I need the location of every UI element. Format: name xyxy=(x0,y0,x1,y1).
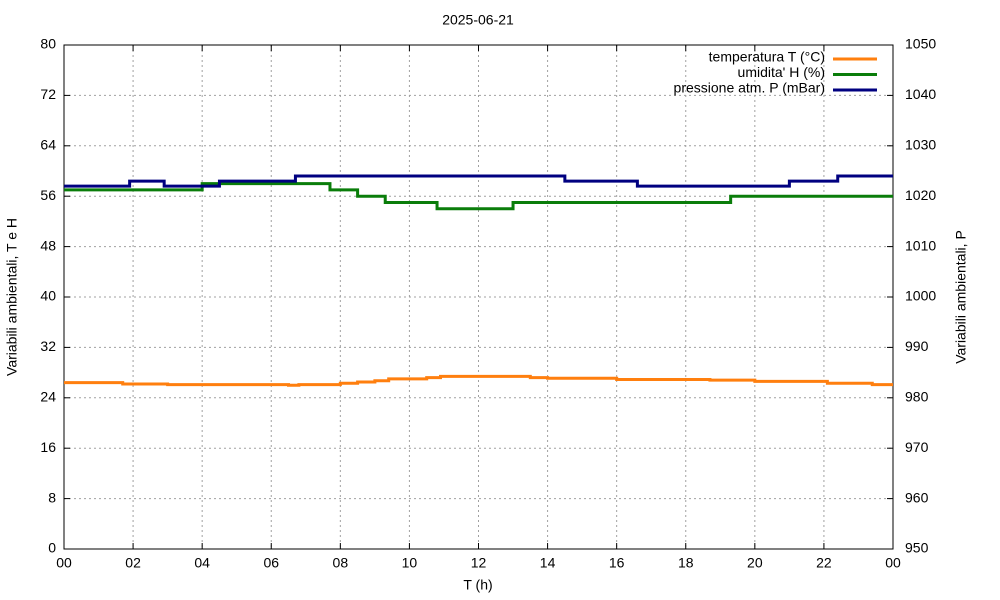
y-tick-label: 16 xyxy=(40,439,56,455)
y-axis-label: Variabili ambientali, T e H xyxy=(4,218,20,376)
y-tick-label: 24 xyxy=(40,389,56,405)
y-tick-label: 64 xyxy=(40,137,56,153)
x-tick-label: 16 xyxy=(609,555,625,571)
plot-border xyxy=(63,44,894,550)
y2-axis-label: Variabili ambientali, P xyxy=(953,230,969,364)
x-tick-label: 02 xyxy=(125,555,141,571)
y-tick-label: 48 xyxy=(40,237,56,253)
y-tick-label: 8 xyxy=(48,489,56,505)
y-tick-label: 40 xyxy=(40,288,56,304)
x-tick-label: 18 xyxy=(678,555,694,571)
series-line xyxy=(64,182,893,211)
y2-tick-label: 980 xyxy=(905,389,929,405)
x-axis-label: T (h) xyxy=(463,577,492,593)
x-tick-label: 08 xyxy=(333,555,349,571)
y-tick-label: 32 xyxy=(40,338,56,354)
series-line xyxy=(64,174,893,188)
x-tick-label: 00 xyxy=(56,555,72,571)
x-tick-label: 20 xyxy=(747,555,763,571)
legend-label: pressione atm. P (mBar) xyxy=(674,80,825,96)
y-tick-label: 56 xyxy=(40,187,56,203)
series-line xyxy=(64,374,893,387)
y-tick-label: 0 xyxy=(48,540,56,556)
chart-title: 2025-06-21 xyxy=(442,12,514,28)
y2-tick-label: 1050 xyxy=(905,36,936,52)
y2-tick-label: 1020 xyxy=(905,187,936,203)
x-tick-label: 14 xyxy=(540,555,556,571)
y2-tick-label: 990 xyxy=(905,338,929,354)
x-tick-label: 12 xyxy=(471,555,487,571)
x-tick-label: 04 xyxy=(194,555,210,571)
y-tick-label: 72 xyxy=(40,86,56,102)
y2-tick-label: 1010 xyxy=(905,237,936,253)
y2-tick-label: 950 xyxy=(905,540,929,556)
legend-label: umidita' H (%) xyxy=(738,64,825,80)
y2-tick-label: 1040 xyxy=(905,86,936,102)
x-tick-label: 06 xyxy=(263,555,279,571)
y2-tick-label: 1030 xyxy=(905,137,936,153)
y2-tick-label: 970 xyxy=(905,439,929,455)
x-tick-label: 00 xyxy=(885,555,901,571)
x-tick-label: 10 xyxy=(402,555,418,571)
y-tick-label: 80 xyxy=(40,36,56,52)
x-tick-label: 22 xyxy=(816,555,832,571)
y2-tick-label: 1000 xyxy=(905,288,936,304)
y2-tick-label: 960 xyxy=(905,489,929,505)
legend-label: temperatura T (°C) xyxy=(709,49,825,65)
